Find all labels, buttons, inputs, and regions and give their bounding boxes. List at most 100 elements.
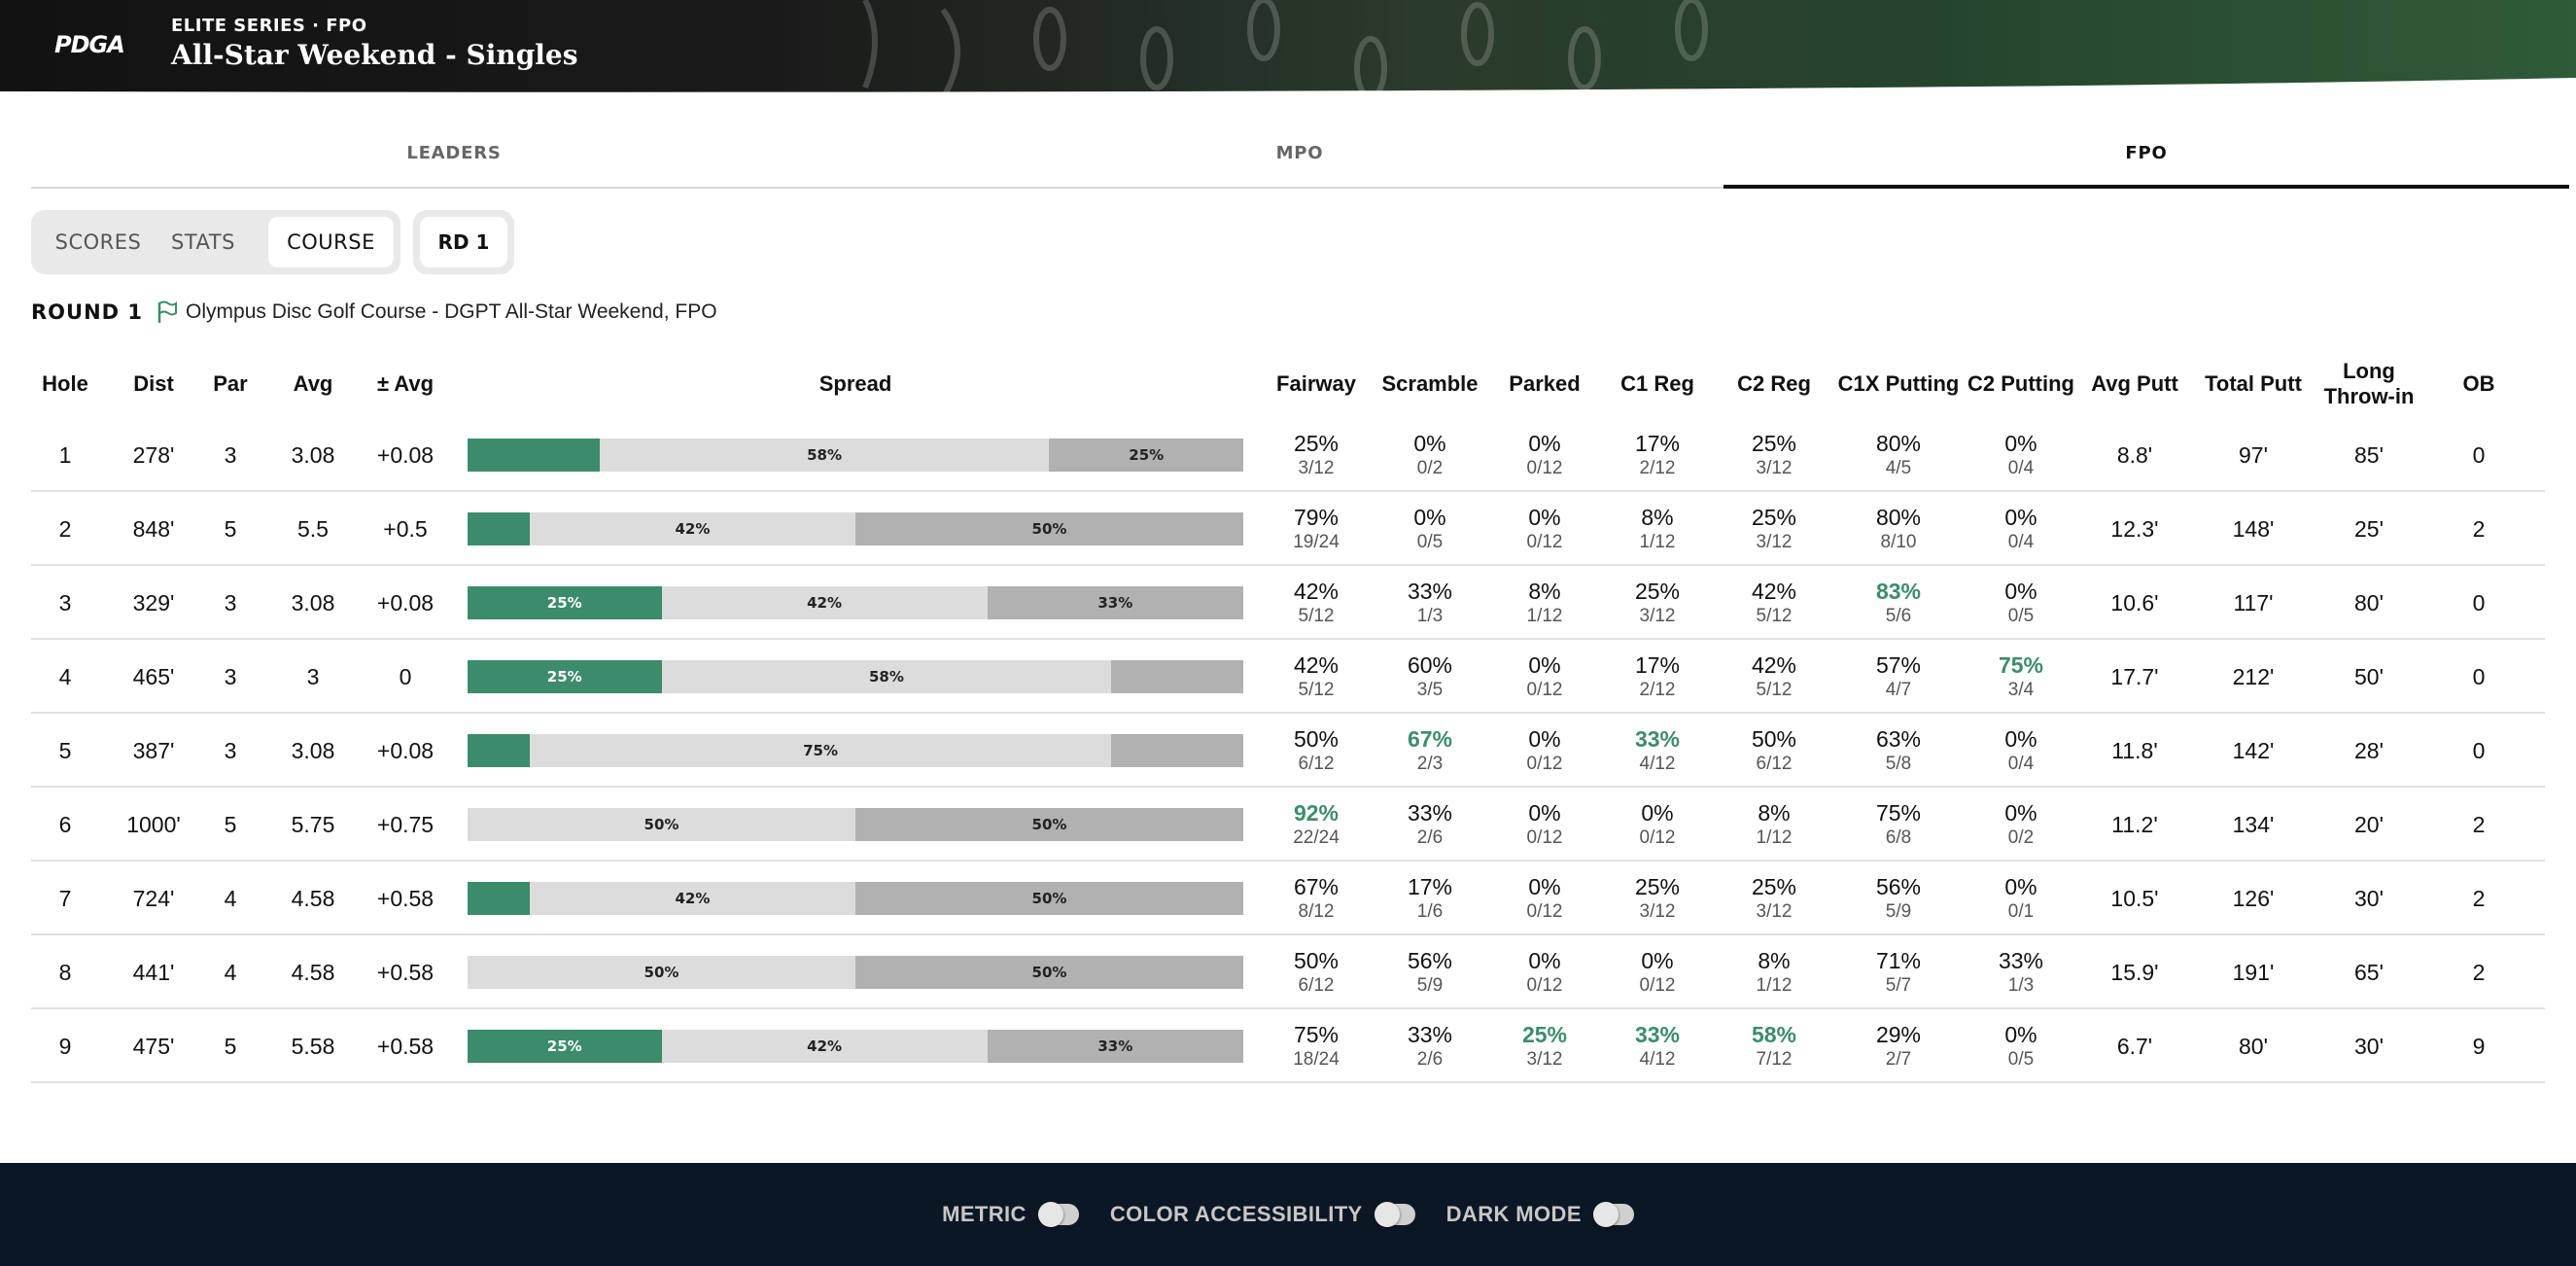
parked-cell: 0% 0/12 — [1493, 862, 1596, 935]
fairway-percent: 25% — [1293, 430, 1340, 456]
avg-putt-cell: 17.7' — [2110, 663, 2159, 689]
c2-putting-fraction: 0/4 — [2007, 457, 2035, 478]
col-plus-minus-avg: ± Avg — [376, 371, 435, 396]
c2-putting-percent: 0% — [2004, 430, 2037, 456]
c1-reg-cell: 8% 1/12 — [1606, 492, 1709, 566]
table-row[interactable]: 5 387' 3 3.08 +0.08 75% 50% 6/12 67% 2/3 0% 0/12 33%… — [31, 714, 2545, 788]
c2-reg-percent: 25% — [1751, 873, 1797, 899]
pdga-logo[interactable]: PDGA — [54, 29, 148, 58]
dark-mode-switch[interactable] — [1592, 1202, 1634, 1227]
total-putt-cell: 148' — [2232, 515, 2275, 542]
plus-minus-avg-cell: +0.58 — [376, 885, 435, 911]
tab-course[interactable]: COURSE — [268, 217, 394, 267]
fairway-cell: 92% 22/24 — [1262, 788, 1371, 862]
ob-cell: 0 — [2472, 663, 2486, 689]
c2-putting-percent: 75% — [1998, 651, 2044, 678]
parked-fraction: 0/12 — [1526, 679, 1563, 700]
header-background-chains — [862, 0, 1708, 98]
metric-switch[interactable] — [1037, 1202, 1079, 1227]
spread-bogey-segment: 25% — [1049, 439, 1243, 472]
round-selector-label[interactable]: RD 1 — [420, 217, 507, 267]
col-scramble: Scramble — [1381, 371, 1479, 396]
tab-leaders[interactable]: LEADERS — [406, 143, 502, 163]
hole-cell: 8 — [58, 959, 72, 985]
dark-mode-toggle[interactable]: DARK MODE — [1446, 1202, 1634, 1227]
c2-reg-fraction: 7/12 — [1756, 1048, 1793, 1070]
parked-cell: 0% 0/12 — [1493, 714, 1596, 788]
table-row[interactable]: 2 848' 5 5.5 +0.5 42% 50% 79% 19/24 0% 0/5 0% 0/12 8%… — [31, 492, 2545, 566]
c1x-putting-cell: 71% 5/7 — [1837, 935, 1960, 1009]
c2-reg-fraction: 5/12 — [1756, 679, 1793, 700]
table-row[interactable]: 8 441' 4 4.58 +0.58 50% 50% 50% 6/12 56% 5/9 0% 0/12… — [31, 935, 2545, 1009]
long-throw-in-cell: 28' — [2354, 737, 2384, 763]
scramble-cell: 33% 2/6 — [1375, 1009, 1485, 1083]
course-name[interactable]: Olympus Disc Golf Course - DGPT All-Star… — [186, 300, 717, 323]
c1x-putting-cell: 75% 6/8 — [1837, 788, 1960, 862]
table-row[interactable]: 9 475' 5 5.58 +0.58 25% 42% 33% 75% 18/24 33% 2/6 25… — [31, 1009, 2545, 1083]
col-avg: Avg — [293, 371, 333, 396]
avg-cell: 3.08 — [291, 441, 335, 468]
event-series: ELITE SERIES · FPO — [171, 16, 367, 36]
fairway-percent: 50% — [1293, 947, 1340, 973]
spread-birdie-segment — [468, 439, 600, 472]
fairway-cell: 75% 18/24 — [1262, 1009, 1371, 1083]
tab-scores[interactable]: SCORES — [54, 230, 142, 254]
spread-bogey-segment: 50% — [854, 512, 1243, 545]
c1x-putting-fraction: 5/8 — [1885, 753, 1912, 774]
long-throw-in-cell: 30' — [2354, 1033, 2384, 1059]
c1x-putting-percent: 75% — [1875, 799, 1922, 826]
avg-putt-cell: 6.7' — [2116, 1033, 2153, 1059]
c1x-putting-cell: 80% 8/10 — [1837, 492, 1960, 566]
c1-reg-fraction: 0/12 — [1639, 826, 1676, 848]
spread-bar: 25% 42% 33% — [468, 1030, 1243, 1063]
c2-reg-cell: 25% 3/12 — [1723, 418, 1826, 492]
c1x-putting-fraction: 2/7 — [1885, 1048, 1912, 1070]
col-fairway: Fairway — [1276, 371, 1356, 396]
c2-putting-fraction: 0/5 — [2007, 1048, 2035, 1070]
c1x-putting-cell: 80% 4/5 — [1837, 418, 1960, 492]
scramble-cell: 33% 1/3 — [1375, 566, 1485, 640]
plus-minus-avg-cell: +0.08 — [376, 441, 435, 468]
table-row[interactable]: 6 1000' 5 5.75 +0.75 50% 50% 92% 22/24 33% 2/6 0% 0/… — [31, 788, 2545, 862]
scramble-cell: 60% 3/5 — [1375, 640, 1485, 714]
scramble-cell: 33% 2/6 — [1375, 788, 1485, 862]
spread-bogey-segment: 50% — [854, 882, 1243, 915]
par-cell: 3 — [224, 441, 237, 468]
table-row[interactable]: 4 465' 3 3 0 25% 58% 42% 5/12 60% 3/5 0% 0/12 17% 2/12… — [31, 640, 2545, 714]
c1x-putting-fraction: 6/8 — [1885, 826, 1912, 848]
spread-par-segment: 42% — [529, 882, 855, 915]
tab-mpo[interactable]: MPO — [1275, 143, 1324, 163]
c1x-putting-percent: 80% — [1875, 430, 1922, 456]
avg-cell: 5.58 — [291, 1033, 335, 1059]
spread-bar: 75% — [468, 734, 1243, 767]
long-throw-in-cell: 25' — [2354, 515, 2384, 542]
long-throw-in-cell: 85' — [2354, 441, 2384, 468]
ob-cell: 2 — [2472, 811, 2486, 837]
plus-minus-avg-cell: 0 — [399, 663, 412, 689]
col-c1-reg: C1 Reg — [1620, 371, 1694, 396]
dark-mode-toggle-label: DARK MODE — [1445, 1202, 1582, 1226]
round-selector[interactable]: RD 1 — [413, 210, 514, 274]
color-accessibility-toggle[interactable]: COLOR ACCESSIBILITY — [1110, 1202, 1415, 1227]
col-ob: OB — [2462, 371, 2495, 396]
table-row[interactable]: 7 724' 4 4.58 +0.58 42% 50% 67% 8/12 17% 1/6 0% 0/12… — [31, 862, 2545, 935]
parked-cell: 0% 0/12 — [1493, 935, 1596, 1009]
metric-toggle[interactable]: METRIC — [942, 1202, 1079, 1227]
total-putt-cell: 117' — [2233, 589, 2274, 615]
color-accessibility-switch[interactable] — [1374, 1202, 1415, 1227]
hole-cell: 9 — [58, 1033, 72, 1059]
spread-birdie-segment — [468, 734, 530, 767]
tab-fpo[interactable]: FPO — [1723, 136, 2569, 189]
distance-cell: 441' — [132, 959, 175, 985]
table-row[interactable]: 1 278' 3 3.08 +0.08 58% 25% 25% 3/12 0% 0/2 0% 0/12 1… — [31, 418, 2545, 492]
table-row[interactable]: 3 329' 3 3.08 +0.08 25% 42% 33% 42% 5/12 33% 1/3 8% 1… — [31, 566, 2545, 640]
c1x-putting-cell: 29% 2/7 — [1837, 1009, 1960, 1083]
c2-putting-cell: 75% 3/4 — [1962, 640, 2080, 714]
scramble-fraction: 5/9 — [1416, 974, 1444, 996]
col-dist: Dist — [133, 371, 174, 396]
fairway-fraction: 22/24 — [1293, 826, 1340, 848]
tab-stats[interactable]: STATS — [171, 230, 235, 254]
c2-reg-cell: 8% 1/12 — [1723, 788, 1826, 862]
c2-putting-fraction: 0/5 — [2007, 605, 2035, 626]
c1-reg-fraction: 2/12 — [1639, 457, 1676, 478]
